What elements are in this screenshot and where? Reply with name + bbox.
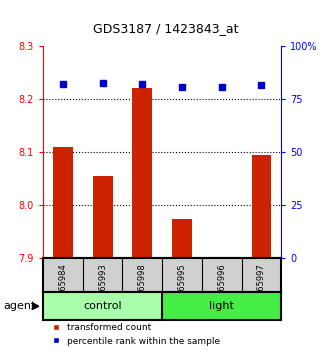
Text: control: control (83, 301, 122, 311)
Text: light: light (209, 301, 234, 311)
Text: GSM265993: GSM265993 (98, 263, 107, 314)
Text: GSM265997: GSM265997 (257, 263, 266, 314)
Text: agent: agent (3, 301, 36, 311)
Text: GSM265984: GSM265984 (58, 263, 68, 314)
Text: GSM265995: GSM265995 (177, 263, 187, 314)
Legend: transformed count, percentile rank within the sample: transformed count, percentile rank withi… (48, 320, 224, 349)
Bar (212, 258, 232, 261)
Bar (132, 88, 152, 258)
Text: GDS3187 / 1423843_at: GDS3187 / 1423843_at (93, 22, 238, 35)
Text: GSM265996: GSM265996 (217, 263, 226, 314)
FancyBboxPatch shape (43, 292, 162, 320)
Bar (252, 155, 271, 258)
Bar (93, 176, 113, 258)
FancyBboxPatch shape (162, 292, 281, 320)
Bar (172, 218, 192, 258)
Text: GSM265998: GSM265998 (138, 263, 147, 314)
Bar (53, 147, 73, 258)
